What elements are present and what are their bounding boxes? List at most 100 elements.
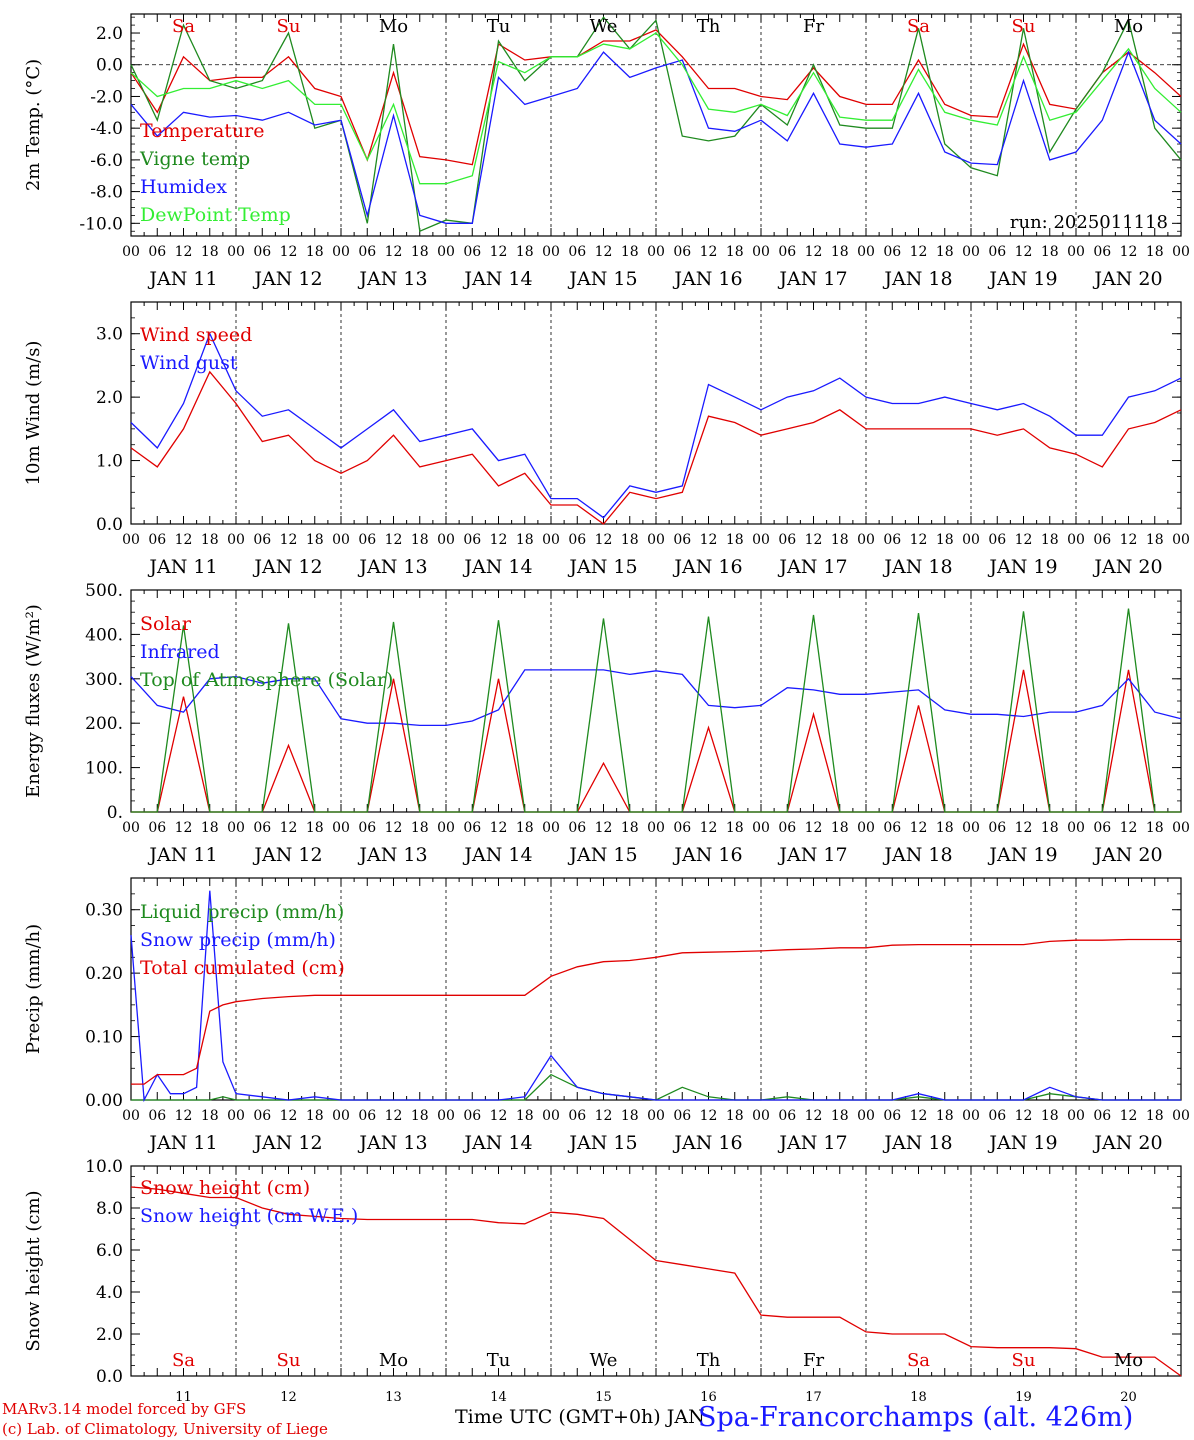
legend-entry: Total cumulated (cm) [140, 957, 345, 979]
hour-tick-label: 18 [201, 820, 219, 836]
day-number-label: 17 [805, 1390, 822, 1405]
hour-tick-label: 18 [306, 1108, 324, 1124]
hour-tick-label: 00 [332, 1108, 350, 1124]
hour-tick-label: 00 [437, 820, 455, 836]
hour-tick-label: 12 [175, 532, 193, 548]
hour-tick-label: 00 [647, 532, 665, 548]
hour-tick-label: 06 [358, 820, 376, 836]
hour-tick-label: 06 [673, 1108, 691, 1124]
day-number-label: 12 [280, 1390, 297, 1405]
day-label: JAN 16 [672, 1132, 742, 1154]
legend-entry: Wind gust [140, 352, 238, 374]
hour-tick-label: 06 [673, 244, 691, 260]
y-tick-label: 0.10 [85, 1028, 123, 1048]
day-label: JAN 12 [252, 556, 322, 578]
series-line [130, 32, 1182, 185]
hour-tick-label: 00 [647, 244, 665, 260]
day-label: JAN 18 [882, 1132, 952, 1154]
hour-tick-label: 12 [805, 1108, 823, 1124]
legend-entry: Snow precip (mm/h) [140, 929, 336, 951]
hour-tick-label: 00 [122, 532, 140, 548]
day-number-label: 16 [700, 1390, 717, 1405]
weekday-label: Th [697, 1350, 721, 1371]
y-tick-label: 300. [85, 670, 123, 690]
hour-tick-label: 00 [437, 1108, 455, 1124]
hour-tick-label: 00 [647, 1108, 665, 1124]
hour-tick-label: 06 [988, 1108, 1006, 1124]
hour-tick-label: 06 [1093, 244, 1111, 260]
hour-tick-label: 00 [752, 1108, 770, 1124]
hour-tick-label: 00 [542, 1108, 560, 1124]
hour-tick-label: 06 [358, 1108, 376, 1124]
hour-tick-label: 00 [227, 532, 245, 548]
hour-tick-label: 12 [910, 532, 928, 548]
day-label: JAN 19 [987, 556, 1057, 578]
hour-tick-label: 06 [148, 820, 166, 836]
hour-tick-label: 12 [385, 532, 403, 548]
hour-tick-label: 06 [778, 820, 796, 836]
series-line [130, 370, 1182, 525]
hour-tick-label: 18 [306, 820, 324, 836]
weekday-label: Mo [1114, 16, 1143, 37]
y-tick-label: 0. [107, 803, 123, 823]
day-label: JAN 18 [882, 844, 952, 866]
hour-tick-label: 18 [831, 244, 849, 260]
hour-tick-label: 00 [1067, 1108, 1085, 1124]
hour-tick-label: 06 [673, 820, 691, 836]
weekday-label: Mo [1114, 1350, 1143, 1371]
day-label: JAN 17 [777, 268, 847, 290]
hour-tick-label: 18 [936, 532, 954, 548]
hour-tick-label: 06 [883, 532, 901, 548]
hour-tick-label: 06 [1093, 1108, 1111, 1124]
day-number-label: 15 [595, 1390, 612, 1405]
weekday-label: Sa [907, 1350, 930, 1371]
hour-tick-label: 00 [1172, 244, 1190, 260]
hour-tick-label: 00 [857, 1108, 875, 1124]
hour-tick-label: 18 [306, 244, 324, 260]
hour-tick-label: 12 [175, 820, 193, 836]
y-tick-label: 0.0 [96, 56, 123, 76]
hour-tick-label: 06 [253, 532, 271, 548]
hour-tick-label: 18 [621, 532, 639, 548]
hour-tick-label: 18 [831, 820, 849, 836]
hour-tick-label: 18 [831, 1108, 849, 1124]
hour-tick-label: 18 [411, 1108, 429, 1124]
hour-tick-label: 00 [647, 820, 665, 836]
day-label: JAN 16 [672, 268, 742, 290]
hour-tick-label: 06 [988, 244, 1006, 260]
lab-credit: (c) Lab. of Climatology, University of L… [2, 1420, 328, 1438]
hour-tick-label: 00 [332, 820, 350, 836]
hour-tick-label: 06 [883, 820, 901, 836]
hour-tick-label: 12 [1015, 1108, 1033, 1124]
legend-entry: Wind speed [140, 324, 252, 346]
series-line [131, 938, 1181, 1085]
day-label: JAN 11 [147, 556, 217, 578]
y-tick-label: 2.0 [96, 24, 123, 44]
hour-tick-label: 06 [778, 532, 796, 548]
hour-tick-label: 00 [1172, 1108, 1190, 1124]
legend-entry: Snow height (cm W.E.) [140, 1205, 358, 1227]
legend-entry: Top of Atmosphere (Solar) [140, 669, 393, 691]
hour-tick-label: 00 [857, 532, 875, 548]
day-label: JAN 18 [882, 268, 952, 290]
hour-tick-label: 00 [332, 532, 350, 548]
y-tick-label: 0.30 [85, 901, 123, 921]
day-label: JAN 15 [567, 844, 637, 866]
day-label: JAN 20 [1092, 268, 1162, 290]
day-label: JAN 14 [462, 844, 532, 866]
hour-tick-label: 18 [201, 532, 219, 548]
hour-tick-label: 12 [490, 532, 508, 548]
day-number-label: 11 [175, 1390, 192, 1405]
hour-tick-label: 12 [1015, 820, 1033, 836]
hour-tick-label: 18 [411, 244, 429, 260]
weekday-label: We [590, 1350, 618, 1371]
hour-tick-label: 12 [700, 532, 718, 548]
legend-entry: Infrared [140, 641, 220, 663]
hour-tick-label: 12 [385, 244, 403, 260]
hour-tick-label: 06 [988, 532, 1006, 548]
hour-tick-label: 12 [805, 244, 823, 260]
hour-tick-label: 18 [1041, 244, 1059, 260]
day-number-label: 19 [1015, 1390, 1032, 1405]
hour-tick-label: 06 [148, 532, 166, 548]
hour-tick-label: 12 [385, 1108, 403, 1124]
